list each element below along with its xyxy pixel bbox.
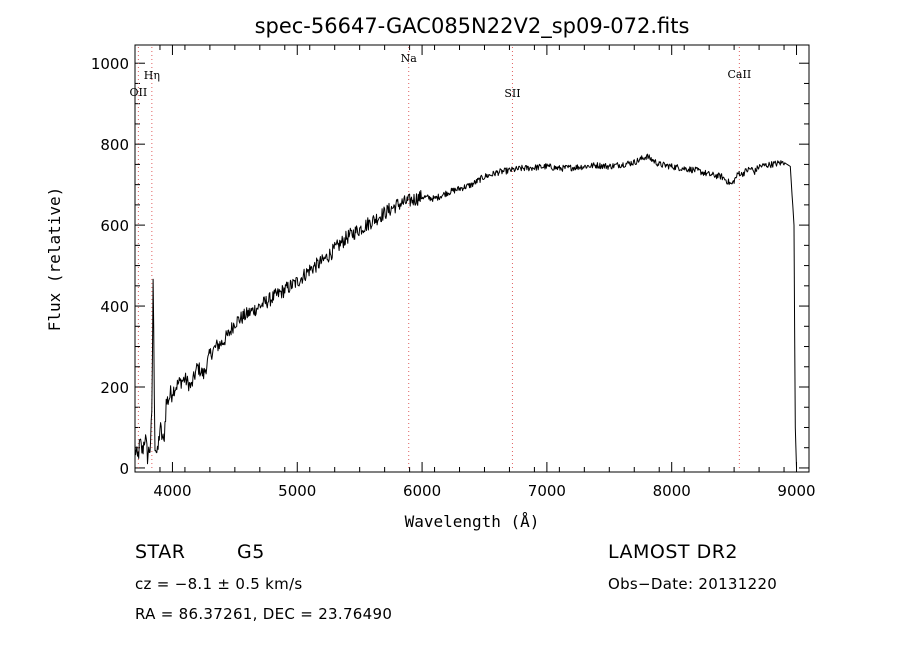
x-tick-label: 6000 (403, 482, 441, 500)
y-tick-label: 400 (100, 298, 129, 316)
x-tick-label: 7000 (528, 482, 566, 500)
y-tick-label: 200 (100, 379, 129, 397)
survey-name: LAMOST DR2 (608, 541, 738, 563)
x-tick-label: 8000 (653, 482, 691, 500)
chart-title: spec-56647-GAC085N22V2_sp09-072.fits (255, 14, 690, 39)
x-axis-label: Wavelength (Å) (405, 512, 540, 531)
spectrum-line (134, 153, 797, 469)
velocity-readout: cz = −8.1 ± 0.5 km/s (135, 575, 303, 593)
x-tick-label: 5000 (278, 482, 316, 500)
line-marker-label: Na (401, 52, 418, 65)
line-marker-label: SII (504, 87, 520, 100)
line-marker-label: CaII (728, 68, 752, 81)
spectral-subclass: G5 (237, 541, 265, 563)
plot-frame (134, 44, 810, 473)
y-tick-label: 1000 (91, 55, 129, 73)
y-tick-label: 600 (100, 217, 129, 235)
line-marker-label: Hη (144, 69, 160, 82)
y-tick-label: 800 (100, 136, 129, 154)
line-marker-label: OII (130, 86, 148, 99)
x-tick-label: 4000 (153, 482, 191, 500)
x-tick-label: 9000 (777, 482, 815, 500)
y-tick-label: 0 (119, 460, 129, 478)
y-axis-label: Flux (relative) (45, 187, 64, 332)
object-type: STAR (135, 541, 186, 563)
observation-date: Obs−Date: 20131220 (608, 575, 778, 593)
coordinates-readout: RA = 86.37261, DEC = 23.76490 (135, 605, 393, 623)
